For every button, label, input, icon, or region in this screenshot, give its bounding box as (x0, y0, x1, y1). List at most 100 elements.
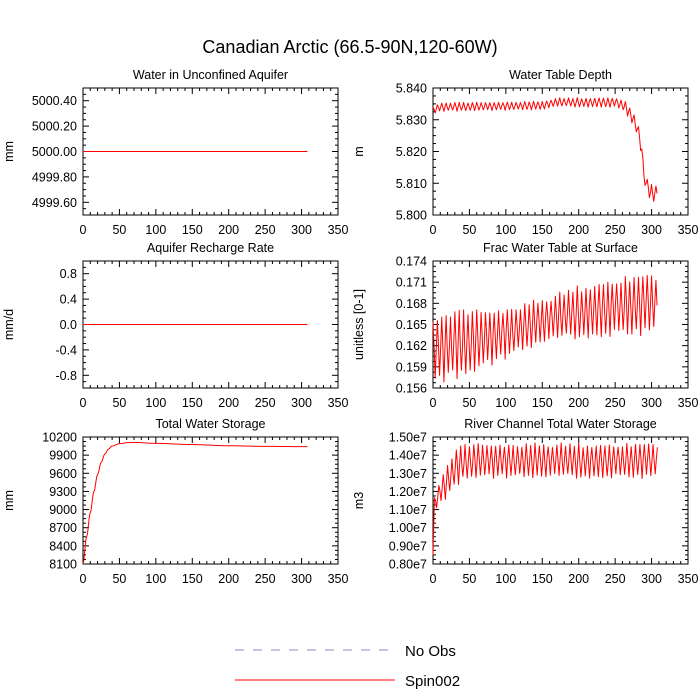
x-tick-label: 0 (430, 223, 437, 237)
y-tick-label: 4999.80 (32, 170, 77, 184)
y-tick-label: 5000.20 (32, 120, 77, 134)
x-tick-label: 0 (80, 223, 87, 237)
y-axis-label: m (352, 146, 366, 156)
x-tick-label: 350 (678, 223, 699, 237)
x-tick-label: 300 (641, 223, 662, 237)
x-tick-label: 0 (430, 396, 437, 410)
y-tick-label: 1.10e7 (389, 503, 427, 517)
x-tick-label: 50 (462, 223, 476, 237)
y-tick-label: -0.8 (55, 369, 77, 383)
y-tick-label: 0.8 (60, 267, 77, 281)
x-tick-label: 250 (255, 572, 276, 586)
x-tick-label: 150 (532, 223, 553, 237)
y-tick-label: 0.159 (396, 360, 427, 374)
x-tick-label: 150 (182, 572, 203, 586)
y-tick-label: 8400 (49, 539, 77, 553)
y-tick-label: 8700 (49, 521, 77, 535)
y-tick-label: 0.171 (396, 276, 427, 290)
y-tick-label: 1.40e7 (389, 449, 427, 463)
x-tick-label: 300 (291, 396, 312, 410)
y-tick-label: 1.50e7 (389, 431, 427, 445)
x-tick-label: 350 (328, 572, 349, 586)
y-axis-label: mm/d (2, 309, 16, 340)
legend-label-spin002: Spin002 (405, 673, 460, 690)
y-tick-label: 8100 (49, 558, 77, 572)
x-tick-label: 150 (532, 572, 553, 586)
x-tick-label: 250 (605, 572, 626, 586)
y-tick-label: 9900 (49, 449, 77, 463)
x-tick-label: 50 (112, 223, 126, 237)
x-tick-label: 0 (430, 572, 437, 586)
x-tick-label: 250 (605, 396, 626, 410)
x-tick-label: 250 (255, 396, 276, 410)
y-axis-label: mm (2, 141, 16, 162)
y-axis-label: m3 (352, 492, 366, 509)
x-tick-label: 200 (568, 572, 589, 586)
y-tick-label: 5000.00 (32, 145, 77, 159)
y-tick-label: 5.820 (396, 145, 427, 159)
x-tick-label: 200 (568, 223, 589, 237)
panel-river-channel-storage: River Channel Total Water Storage m3 0 50 10… (352, 417, 698, 586)
x-tick-label: 0 (80, 572, 87, 586)
x-tick-label: 150 (182, 223, 203, 237)
x-tick-label: 50 (462, 572, 476, 586)
series-line-spin002 (432, 442, 658, 555)
y-tick-label: 9300 (49, 485, 77, 499)
x-tick-label: 350 (678, 572, 699, 586)
x-tick-label: 100 (145, 396, 166, 410)
y-tick-label: 0.168 (396, 297, 427, 311)
y-tick-label: 5.830 (396, 113, 427, 127)
x-tick-label: 350 (328, 396, 349, 410)
series-line-spin002 (82, 441, 308, 565)
y-tick-label: 0.90e7 (389, 539, 427, 553)
x-tick-label: 250 (605, 223, 626, 237)
panel-title: River Channel Total Water Storage (464, 417, 657, 431)
y-tick-label: 5.840 (396, 82, 427, 96)
figure-title: Canadian Arctic (66.5-90N,120-60W) (202, 37, 497, 57)
x-tick-label: 200 (568, 396, 589, 410)
y-axis-label: mm (2, 490, 16, 511)
y-tick-label: 0.156 (396, 382, 427, 396)
y-tick-label: 0.165 (396, 318, 427, 332)
x-tick-label: 100 (495, 396, 516, 410)
y-tick-label: 0.0 (60, 318, 77, 332)
y-tick-label: 0.162 (396, 339, 427, 353)
x-tick-label: 100 (495, 223, 516, 237)
x-tick-label: 100 (145, 572, 166, 586)
y-tick-label: 0.4 (60, 293, 77, 307)
panel-total-water-storage: Total Water Storage mm 0 50 100 150 200 250 300 3… (2, 417, 348, 586)
y-tick-label: 9600 (49, 467, 77, 481)
x-tick-label: 300 (291, 572, 312, 586)
y-tick-label: 10200 (42, 431, 77, 445)
series-line-spin002 (432, 274, 658, 383)
panel-title: Aquifer Recharge Rate (147, 241, 274, 255)
x-tick-label: 200 (218, 572, 239, 586)
panel-water-table-depth: Water Table Depth m 0 50 100 150 200 250 300 350 5… (352, 68, 698, 237)
panel-frac-water-table: Frac Water Table at Surface unitless [0-1… (352, 241, 698, 410)
x-tick-label: 50 (112, 572, 126, 586)
x-tick-label: 250 (255, 223, 276, 237)
y-tick-label: -0.4 (55, 343, 77, 357)
y-tick-label: 1.30e7 (389, 467, 427, 481)
y-tick-label: 4999.60 (32, 196, 77, 210)
panel-title: Total Water Storage (155, 417, 265, 431)
x-tick-label: 150 (532, 396, 553, 410)
plot-frame (82, 436, 339, 565)
x-tick-label: 350 (678, 396, 699, 410)
panels: Water in Unconfined Aquifer mm 0 50 100 150 20… (2, 68, 698, 586)
x-tick-label: 350 (328, 223, 349, 237)
x-tick-label: 0 (80, 396, 87, 410)
series-line-spin002 (432, 97, 658, 202)
y-tick-label: 9000 (49, 503, 77, 517)
x-tick-label: 50 (112, 396, 126, 410)
x-tick-label: 100 (495, 572, 516, 586)
x-tick-label: 200 (218, 396, 239, 410)
x-tick-label: 300 (291, 223, 312, 237)
x-tick-label: 300 (641, 396, 662, 410)
panel-title: Water in Unconfined Aquifer (133, 68, 288, 82)
x-tick-label: 100 (145, 223, 166, 237)
y-tick-label: 0.174 (396, 255, 427, 269)
x-tick-label: 150 (182, 396, 203, 410)
